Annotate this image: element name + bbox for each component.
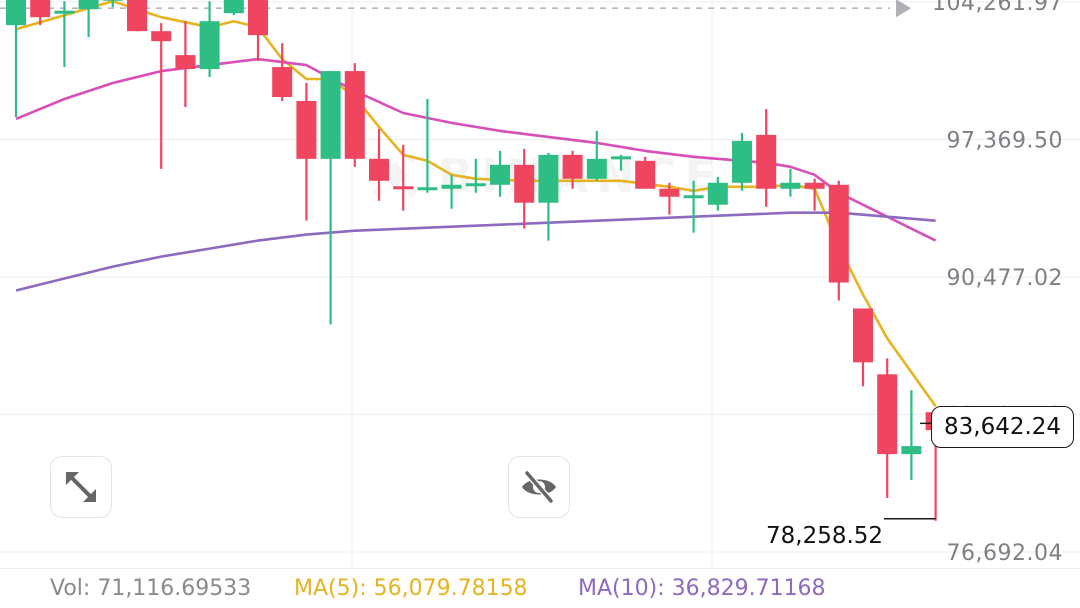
candle-8 bbox=[199, 1, 220, 78]
candle-16 bbox=[393, 144, 414, 211]
candle-body bbox=[659, 188, 680, 197]
candles bbox=[6, 0, 946, 521]
candle-body bbox=[393, 186, 414, 190]
candle-33 bbox=[804, 178, 825, 211]
candle-35 bbox=[853, 308, 873, 387]
candle-23 bbox=[562, 150, 583, 189]
candle-10 bbox=[248, 0, 268, 62]
candle-body bbox=[804, 182, 825, 189]
hide-indicators-button[interactable] bbox=[508, 456, 570, 518]
candle-body bbox=[248, 0, 268, 36]
candle-27 bbox=[659, 182, 680, 215]
candle-37 bbox=[901, 390, 922, 481]
candle-28 bbox=[683, 180, 704, 233]
candle-34 bbox=[828, 180, 849, 301]
candle-body bbox=[369, 158, 389, 181]
candle-32 bbox=[780, 168, 801, 197]
candle-17 bbox=[417, 98, 438, 193]
candle-body bbox=[6, 0, 26, 26]
current-price-value: 83,642.24 bbox=[944, 414, 1062, 440]
candle-body bbox=[417, 187, 438, 191]
indicator-footer: Vol: 71,116.69533 MA(5): 56,079.78158 MA… bbox=[0, 568, 1080, 608]
candle-31 bbox=[756, 108, 777, 207]
price-tick-2: 90,477.02 bbox=[947, 266, 1063, 291]
ma-purple-line bbox=[15, 211, 936, 292]
candle-body bbox=[272, 67, 293, 97]
candle-body bbox=[223, 0, 244, 14]
candle-26 bbox=[635, 156, 656, 189]
candle-body bbox=[102, 0, 123, 1]
candle-21 bbox=[514, 148, 535, 229]
candle-body bbox=[707, 182, 728, 205]
candle-body bbox=[780, 182, 801, 189]
candle-15 bbox=[369, 128, 389, 201]
candle-body bbox=[30, 0, 51, 18]
candle-12 bbox=[296, 83, 317, 221]
candle-body bbox=[562, 154, 583, 179]
eye-off-icon bbox=[522, 471, 556, 503]
candle-body bbox=[490, 164, 510, 185]
candle-29 bbox=[707, 176, 728, 211]
expand-button[interactable] bbox=[50, 456, 112, 518]
candle-13 bbox=[320, 71, 341, 325]
candle-5 bbox=[127, 0, 147, 32]
price-axis: 104,261.9797,369.5090,477.0283,584.5376,… bbox=[920, 0, 1063, 566]
low-price-label: 78,258.52 bbox=[766, 523, 884, 549]
candle-body bbox=[78, 0, 99, 10]
candle-11 bbox=[272, 43, 293, 101]
price-tick-4: 76,692.04 bbox=[947, 541, 1063, 566]
price-tick-1: 97,369.50 bbox=[947, 128, 1063, 153]
candle-24 bbox=[586, 130, 607, 181]
volume-readout: Vol: 71,116.69533 bbox=[50, 576, 252, 601]
candle-body bbox=[901, 446, 922, 455]
candle-6 bbox=[151, 23, 172, 169]
candle-body bbox=[732, 140, 752, 183]
price-tick-0: 104,261.97 bbox=[932, 0, 1063, 16]
candle-body bbox=[611, 156, 631, 160]
candle-25 bbox=[611, 154, 631, 171]
candle-20 bbox=[490, 150, 510, 197]
candle-36 bbox=[877, 358, 898, 498]
candle-body bbox=[199, 21, 220, 70]
candle-body bbox=[344, 71, 365, 159]
candle-body bbox=[683, 195, 704, 199]
ma5-readout: MA(5): 56,079.78158 bbox=[294, 576, 528, 601]
ma-yellow-line bbox=[15, 0, 937, 407]
candle-body bbox=[514, 164, 535, 203]
candle-body bbox=[54, 10, 75, 14]
candle-body bbox=[127, 0, 147, 32]
candle-body bbox=[635, 160, 656, 189]
reference-price-line bbox=[0, 0, 911, 18]
candle-body bbox=[538, 154, 559, 203]
candle-30 bbox=[732, 132, 752, 191]
candle-body bbox=[151, 31, 172, 42]
candle-body bbox=[175, 55, 196, 70]
candle-4 bbox=[102, 0, 123, 8]
candle-22 bbox=[538, 152, 559, 241]
candle-body bbox=[853, 308, 873, 363]
candle-0 bbox=[6, 0, 26, 117]
candle-3 bbox=[78, 0, 99, 38]
reference-arrow-icon bbox=[896, 0, 911, 18]
candle-body bbox=[441, 184, 462, 189]
candle-body bbox=[586, 158, 607, 179]
candle-body bbox=[296, 100, 317, 159]
candle-body bbox=[828, 184, 849, 283]
candle-9 bbox=[223, 0, 244, 16]
ma10-readout: MA(10): 36,829.71168 bbox=[578, 576, 826, 601]
current-price-tag: 83,642.24 bbox=[931, 406, 1075, 448]
candle-body bbox=[320, 71, 341, 159]
candle-7 bbox=[175, 21, 196, 107]
candle-14 bbox=[344, 63, 365, 167]
candle-19 bbox=[465, 158, 486, 193]
candle-18 bbox=[441, 174, 462, 209]
candle-1 bbox=[30, 0, 51, 26]
candle-2 bbox=[54, 1, 75, 68]
moving-average-lines bbox=[15, 0, 937, 407]
expand-arrows-icon bbox=[66, 472, 96, 502]
candle-body bbox=[465, 183, 486, 187]
candle-body bbox=[756, 134, 777, 189]
candle-body bbox=[877, 374, 898, 455]
